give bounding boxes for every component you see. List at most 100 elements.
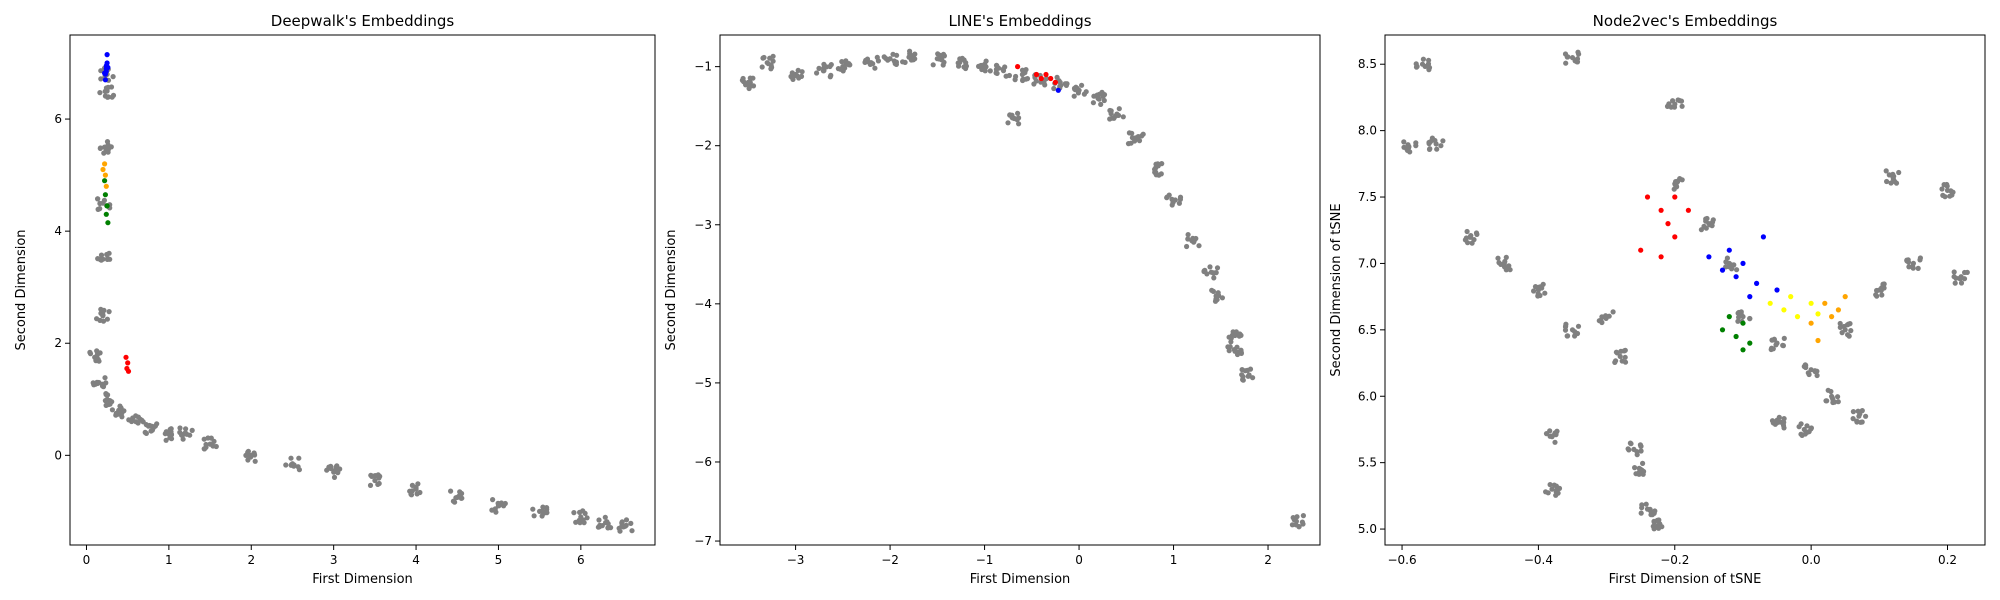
data-point [95, 206, 101, 212]
chart-title: Node2vec's Embeddings [1593, 12, 1778, 30]
data-point [1772, 421, 1778, 427]
x-tick-label: −0.4 [1524, 553, 1553, 567]
data-point [1633, 471, 1639, 477]
data-point [377, 473, 383, 479]
x-tick-label: 3 [330, 553, 338, 567]
data-point [288, 455, 294, 461]
data-point [1214, 297, 1220, 303]
data-point [1958, 280, 1965, 286]
data-point [1155, 161, 1161, 167]
data-point [1572, 329, 1578, 335]
data-point [930, 62, 936, 68]
data-point [1098, 101, 1104, 107]
data-point [1227, 344, 1233, 350]
data-point [110, 74, 116, 80]
data-point [1665, 221, 1671, 227]
data-point [1495, 255, 1501, 261]
data-point [1132, 138, 1138, 144]
data-point [128, 418, 134, 424]
data-point [97, 200, 103, 207]
data-point [622, 523, 628, 529]
data-point [1917, 255, 1923, 261]
data-point [1090, 100, 1096, 106]
data-point [1007, 112, 1013, 118]
data-point [1863, 413, 1869, 419]
data-point [1610, 309, 1616, 315]
data-point [1679, 177, 1685, 183]
data-point [1805, 370, 1811, 376]
data-point [105, 64, 111, 71]
data-point [97, 90, 103, 96]
data-point [252, 458, 258, 464]
data-point [296, 455, 302, 461]
data-point [100, 166, 106, 173]
data-point [1915, 265, 1921, 271]
data-point [1207, 264, 1213, 270]
data-point [1503, 254, 1509, 260]
data-point [367, 482, 374, 488]
data-point [1622, 354, 1628, 360]
y-tick-label: 4 [54, 224, 62, 238]
data-point [1939, 186, 1945, 192]
data-point [540, 504, 546, 510]
data-point [142, 429, 148, 435]
data-point [98, 76, 104, 82]
data-point [1401, 144, 1407, 150]
data-point [770, 58, 776, 64]
data-point [163, 429, 169, 435]
data-point [602, 514, 608, 520]
y-tick-label: −7 [694, 534, 712, 548]
data-points [1401, 49, 1970, 532]
data-point [1841, 323, 1847, 330]
data-point [1177, 196, 1183, 202]
data-point [1952, 280, 1958, 286]
data-point [956, 63, 962, 69]
data-point [1136, 138, 1143, 144]
data-point [103, 402, 109, 408]
data-point [1874, 288, 1880, 294]
data-point [1169, 202, 1175, 208]
data-point [490, 497, 496, 503]
data-point [1726, 314, 1732, 320]
data-point [1767, 300, 1773, 306]
data-point [102, 77, 108, 83]
data-point [148, 428, 154, 434]
data-point [296, 467, 302, 473]
data-point [1639, 505, 1645, 511]
data-point [1703, 218, 1709, 224]
data-point [1498, 261, 1504, 267]
data-point [1835, 307, 1841, 313]
data-point [1719, 267, 1726, 273]
data-point [1214, 265, 1221, 271]
data-point [1055, 87, 1061, 93]
data-point [184, 431, 190, 437]
data-point [846, 61, 852, 67]
data-point [1164, 194, 1170, 200]
data-point [1547, 482, 1553, 488]
data-point [102, 192, 108, 198]
data-point [1617, 353, 1623, 359]
data-point [324, 467, 330, 473]
data-point [1185, 232, 1191, 238]
data-point [795, 67, 801, 73]
data-point [1747, 340, 1753, 346]
data-point [1848, 328, 1854, 334]
data-point [1628, 441, 1634, 447]
data-point [1401, 139, 1407, 145]
data-point [1015, 64, 1021, 70]
chart-panel-1: Deepwalk's Embeddings 0 1 2 3 4 5 6 0 2 4 6 First Di… [14, 12, 656, 587]
data-point [1071, 93, 1077, 99]
data-point [1420, 56, 1426, 62]
data-point [1815, 311, 1821, 317]
x-tick-label: −0.2 [1660, 553, 1689, 567]
data-point [1850, 416, 1856, 422]
data-point [573, 519, 579, 525]
data-point [1880, 281, 1886, 287]
data-point [908, 57, 915, 63]
data-point [608, 525, 614, 531]
data-point [1551, 482, 1557, 488]
data-point [95, 196, 101, 202]
data-point [1618, 348, 1624, 354]
data-point [97, 145, 103, 151]
data-point [119, 414, 125, 420]
